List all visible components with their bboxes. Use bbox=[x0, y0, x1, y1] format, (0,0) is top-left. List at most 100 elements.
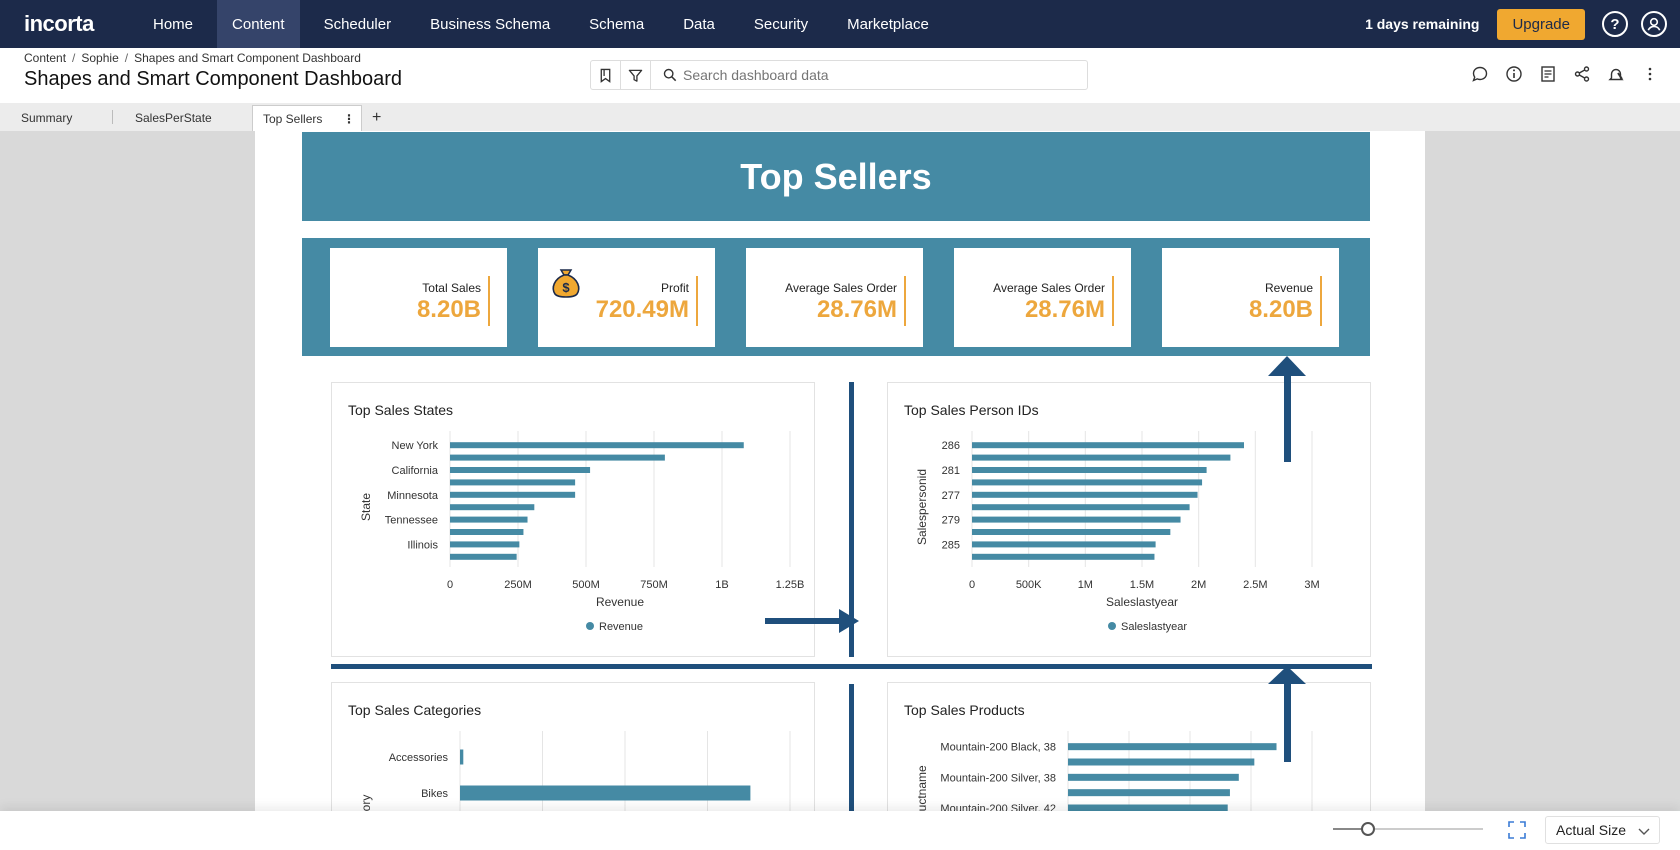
kpi-label: Profit bbox=[660, 281, 689, 295]
chart-bar bbox=[1068, 758, 1255, 766]
money-bag-icon: $ bbox=[552, 269, 580, 298]
page-title: Shapes and Smart Component Dashboard bbox=[24, 68, 403, 90]
chart-bar bbox=[450, 491, 576, 498]
kpi-accent-bar bbox=[904, 276, 906, 326]
comment-icon[interactable] bbox=[1470, 64, 1490, 84]
chart-bar bbox=[1068, 789, 1230, 797]
chart-bar bbox=[450, 479, 576, 486]
y-tick-label: 277 bbox=[942, 490, 960, 502]
chart-bar bbox=[1068, 773, 1239, 781]
chart-bar bbox=[972, 491, 1198, 498]
chart-bar bbox=[972, 504, 1190, 511]
incorta-logo[interactable]: incorta bbox=[24, 11, 94, 36]
y-tick-label: Mountain-200 Silver, 42 bbox=[940, 803, 1056, 811]
add-tab-button[interactable]: + bbox=[372, 109, 382, 126]
vertical-divider-shape[interactable] bbox=[849, 684, 854, 811]
chart-bar bbox=[972, 467, 1207, 473]
chart-bar bbox=[972, 541, 1156, 548]
y-tick-label: Accessories bbox=[389, 752, 449, 764]
more-vertical-icon[interactable] bbox=[1640, 64, 1660, 84]
kpi-label: Revenue bbox=[1264, 281, 1313, 295]
y-tick-label: Mountain-200 Silver, 38 bbox=[940, 772, 1056, 784]
y-axis-label: Salespersonid bbox=[915, 469, 929, 545]
dashboard-header: Content / Sophie / Shapes and Smart Comp… bbox=[0, 48, 1680, 103]
search-icon bbox=[663, 68, 677, 82]
alert-icon[interactable] bbox=[1606, 64, 1626, 84]
legend-label: Saleslastyear bbox=[1121, 621, 1187, 633]
report-icon[interactable] bbox=[1538, 64, 1558, 84]
tab-salesperstate[interactable]: SalesPerState bbox=[135, 111, 212, 125]
search-dashboard-input[interactable] bbox=[683, 67, 1063, 83]
y-axis-label: Productname bbox=[915, 765, 929, 811]
zoom-slider-track[interactable] bbox=[1333, 828, 1483, 830]
panel-top-sales-states[interactable]: Top Sales States New York California Minne… bbox=[331, 382, 815, 657]
nav-home[interactable]: Home bbox=[153, 15, 194, 33]
legend-marker bbox=[586, 622, 594, 630]
chart-top-sales-products: Mountain-200 Black, 38 Mountain-200 Silve… bbox=[915, 731, 1313, 811]
chart-bar bbox=[460, 785, 751, 801]
breadcrumb-content[interactable]: Content bbox=[24, 51, 67, 65]
chart-bar bbox=[450, 516, 528, 523]
zoom-level-select[interactable]: Actual Size bbox=[1545, 816, 1660, 844]
arrow-up-shape[interactable] bbox=[1267, 356, 1307, 466]
panel-top-sales-categories[interactable]: Top Sales Categories Accessories Bikes Cat… bbox=[331, 682, 815, 811]
kpi-value: 28.76M bbox=[1024, 296, 1105, 323]
kpi-row: Total Sales 8.20B $ Profit 720.49M Avera… bbox=[302, 238, 1370, 356]
kpi-average-sales-order[interactable]: Average Sales Order 28.76M bbox=[746, 248, 923, 347]
share-icon[interactable] bbox=[1572, 64, 1592, 84]
nav-scheduler[interactable]: Scheduler bbox=[323, 15, 392, 33]
zoom-footer: Actual Size bbox=[0, 811, 1680, 850]
tab-top-sellers[interactable]: Top Sellers ⋮ bbox=[252, 105, 362, 131]
nav-marketplace[interactable]: Marketplace bbox=[847, 15, 929, 33]
panel-title: Top Sales Products bbox=[904, 702, 1025, 718]
y-axis-label: State bbox=[359, 493, 373, 521]
x-tick-label: 1M bbox=[1078, 579, 1093, 591]
nav-content[interactable]: Content bbox=[217, 0, 300, 48]
nav-business-schema[interactable]: Business Schema bbox=[430, 15, 551, 33]
user-circle-icon[interactable] bbox=[1641, 11, 1667, 37]
breadcrumb-sophie[interactable]: Sophie bbox=[81, 51, 119, 65]
chart-bar bbox=[972, 529, 1171, 535]
kpi-label: Average Sales Order bbox=[785, 281, 897, 295]
tab-summary[interactable]: Summary bbox=[21, 111, 73, 125]
upgrade-button[interactable]: Upgrade bbox=[1497, 8, 1585, 40]
x-tick-label: 500M bbox=[572, 579, 600, 591]
chart-bar bbox=[972, 454, 1231, 461]
dashboard-toolbox bbox=[590, 60, 1088, 90]
nav-schema[interactable]: Schema bbox=[589, 15, 645, 33]
fit-screen-icon[interactable] bbox=[1507, 820, 1527, 840]
tab-more-icon[interactable]: ⋮ bbox=[343, 111, 355, 126]
kpi-accent-bar bbox=[696, 276, 698, 326]
zoom-slider-handle[interactable] bbox=[1360, 822, 1375, 836]
vertical-divider-shape[interactable] bbox=[849, 382, 854, 657]
horizontal-divider-shape[interactable] bbox=[331, 664, 1372, 669]
kpi-value: 28.76M bbox=[816, 296, 897, 323]
chart-top-sales-states: New York California Minnesota Tennessee Illi… bbox=[359, 431, 804, 633]
bookmark-icon[interactable] bbox=[591, 61, 621, 89]
filter-icon[interactable] bbox=[621, 61, 651, 89]
trial-remaining: 1 days remaining bbox=[1365, 16, 1480, 32]
nav-data[interactable]: Data bbox=[683, 15, 715, 33]
x-tick-label: 0 bbox=[969, 579, 975, 591]
chart-bar bbox=[460, 749, 464, 765]
chart-top-sales-categories: Accessories Bikes Category bbox=[359, 731, 791, 811]
kpi-accent-bar bbox=[1320, 276, 1322, 326]
kpi-profit[interactable]: $ Profit 720.49M bbox=[538, 248, 715, 347]
y-tick-label: 286 bbox=[942, 440, 960, 452]
info-icon[interactable] bbox=[1504, 64, 1524, 84]
x-tick-label: 500K bbox=[1016, 579, 1042, 591]
kpi-revenue[interactable]: Revenue 8.20B bbox=[1162, 248, 1339, 347]
panel-title: Top Sales Categories bbox=[348, 702, 482, 718]
nav-security[interactable]: Security bbox=[753, 15, 809, 33]
kpi-total-sales[interactable]: Total Sales 8.20B bbox=[330, 248, 507, 347]
arrow-right-shape[interactable] bbox=[765, 603, 860, 639]
x-axis-label: Revenue bbox=[596, 595, 644, 609]
legend-marker bbox=[1108, 622, 1116, 630]
kpi-average-sales-order-2[interactable]: Average Sales Order 28.76M bbox=[954, 248, 1131, 347]
kpi-value: 720.49M bbox=[595, 296, 689, 323]
panel-title: Top Sales Person IDs bbox=[904, 402, 1039, 418]
y-tick-label: Mountain-200 Black, 38 bbox=[940, 742, 1056, 754]
help-circle-icon[interactable]: ? bbox=[1602, 11, 1628, 37]
chart-bar bbox=[450, 541, 520, 548]
arrow-up-shape[interactable] bbox=[1267, 666, 1307, 766]
